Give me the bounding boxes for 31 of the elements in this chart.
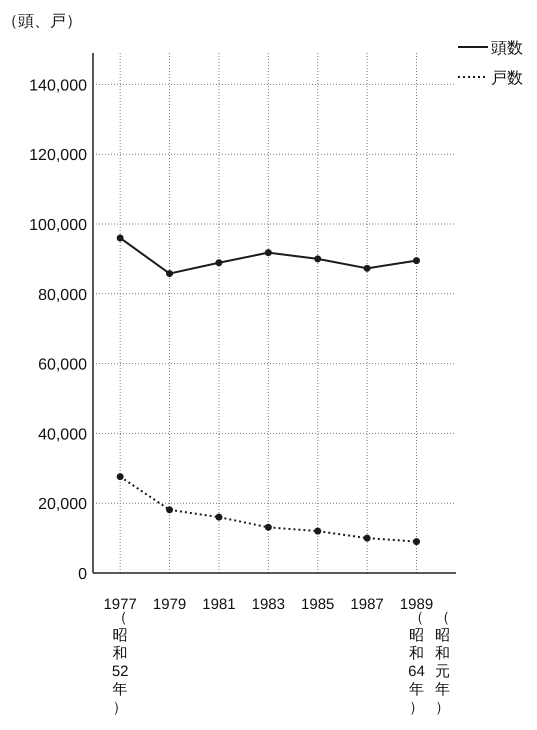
y-tick-label: 100,000	[29, 217, 88, 234]
point	[116, 473, 124, 480]
legend-label: 頭数	[491, 40, 523, 57]
point	[215, 514, 222, 521]
point	[412, 257, 420, 264]
y-tick-label: 20,000	[38, 496, 88, 514]
point	[264, 524, 272, 531]
point	[264, 249, 272, 256]
point	[166, 270, 174, 278]
x-tick-label: 1983	[252, 596, 286, 613]
y-tick-label: 140,000	[29, 77, 88, 94]
point	[412, 538, 420, 546]
x-tick-label: 1981	[202, 596, 236, 613]
point	[314, 528, 322, 535]
x-tick-label: 1979	[152, 596, 186, 613]
y-axis-title: （頭、戸）	[2, 13, 82, 30]
point	[116, 234, 124, 242]
point	[314, 255, 322, 262]
y-tick-label: 120,000	[29, 147, 88, 164]
legend-label: 戸数	[491, 70, 523, 87]
text: （昭和元年）	[434, 609, 450, 716]
point	[364, 264, 371, 272]
x-tick-label: 1985	[301, 596, 334, 613]
y-tick-label: 60,000	[38, 356, 88, 374]
y-tick-label: 80,000	[38, 286, 88, 304]
point	[166, 506, 174, 514]
point	[215, 259, 222, 266]
x-tick-label: 1987	[350, 596, 384, 613]
point	[364, 534, 371, 542]
y-tick-label: 40,000	[38, 426, 88, 444]
y-tick-label: 0	[78, 566, 88, 583]
